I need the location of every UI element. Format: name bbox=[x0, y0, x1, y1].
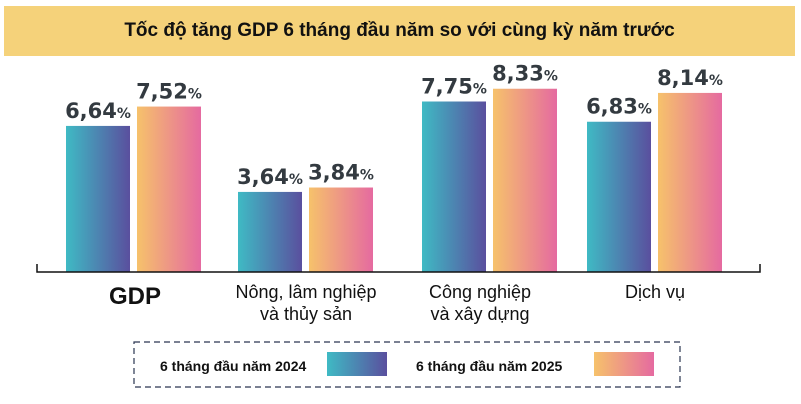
value-label: 3,84% bbox=[308, 161, 374, 185]
x-axis-line bbox=[36, 264, 761, 273]
value-label: 6,83% bbox=[586, 95, 652, 119]
value-label: 7,52% bbox=[136, 80, 202, 104]
chart-title: Tốc độ tăng GDP 6 tháng đầu năm so với c… bbox=[124, 20, 675, 41]
bar-2025-0 bbox=[137, 106, 201, 272]
legend-swatch bbox=[594, 352, 654, 376]
bar-2024-2 bbox=[422, 101, 486, 272]
category-label: Công nghiệp bbox=[429, 282, 531, 302]
legend-swatch bbox=[327, 352, 387, 376]
value-label: 8,14% bbox=[657, 66, 723, 90]
legend: 6 tháng đầu năm 2024 6 tháng đầu năm 2025 bbox=[133, 341, 681, 388]
legend-label: 6 tháng đầu năm 2024 bbox=[160, 358, 306, 374]
bar-2025-3 bbox=[658, 92, 722, 272]
category-label: và xây dựng bbox=[430, 304, 529, 324]
value-label: 6,64% bbox=[65, 99, 131, 123]
value-labels-group: 6,64%7,52% 3,64% 3,84% 7,75%8,33% 6,83%8,14% bbox=[65, 62, 723, 189]
legend-label: 6 tháng đầu năm 2025 bbox=[416, 358, 562, 374]
category-label: GDP bbox=[109, 283, 161, 310]
category-label: Dịch vụ bbox=[625, 282, 685, 302]
category-label: và thủy sản bbox=[260, 304, 352, 324]
x-axis bbox=[36, 264, 761, 273]
bar-2024-3 bbox=[587, 121, 651, 273]
bar-2025-1 bbox=[309, 187, 373, 272]
category-label: Nông, lâm nghiệp bbox=[235, 282, 376, 302]
value-label: 7,75% bbox=[421, 75, 487, 99]
value-label: 3,64% bbox=[237, 165, 303, 189]
legend-box bbox=[133, 341, 681, 388]
bar-2025-2 bbox=[493, 88, 557, 273]
bars-group bbox=[66, 88, 722, 273]
bar-2024-1 bbox=[238, 191, 302, 272]
bar-2024-0 bbox=[66, 125, 130, 272]
title-band: Tốc độ tăng GDP 6 tháng đầu năm so với c… bbox=[4, 6, 795, 56]
value-label: 8,33% bbox=[492, 62, 558, 86]
